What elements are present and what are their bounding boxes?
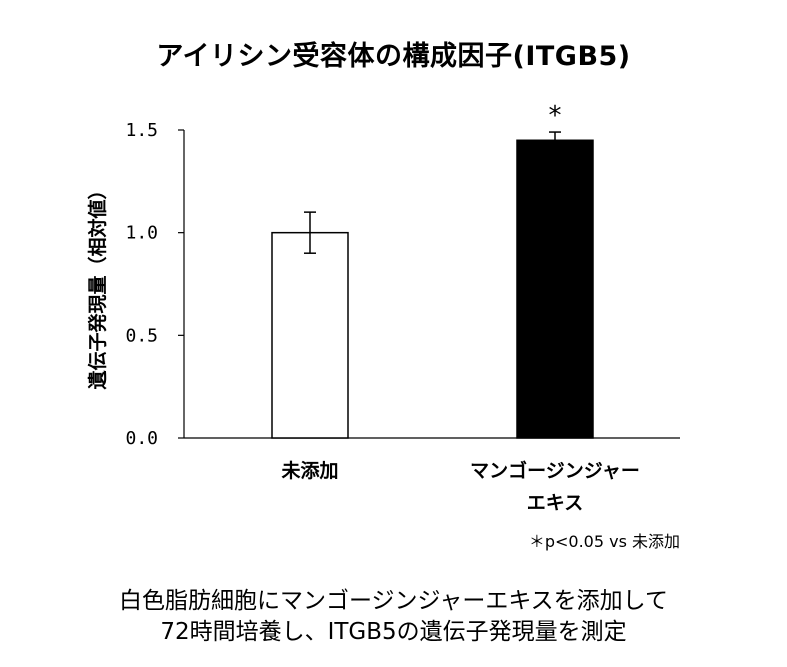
caption-line-1: 白色脂肪細胞にマンゴージンジャーエキスを添加して [118, 588, 668, 614]
bar [516, 139, 594, 439]
y-tick-label: 1.0 [125, 223, 158, 244]
y-tick-label: 0.5 [125, 325, 158, 346]
significance-note: ＊p<0.05 vs 未添加 [529, 532, 680, 551]
bar-chart: 0.0 0.5 1.0 1.5 遺伝子発現量（相対値） 未添加 * マンゴージンジャーエキス ＊… [86, 101, 680, 551]
y-axis-label: 遺伝子発現量（相対値） [86, 180, 109, 389]
significance-mark: * [549, 101, 562, 131]
x-category-label: 未添加 [280, 459, 338, 482]
x-category-label: エキス [527, 492, 583, 514]
chart-title: アイリシン受容体の構成因子(ITGB5) [156, 41, 631, 72]
y-tick-label: 1.5 [125, 120, 158, 141]
x-category-label: マンゴージンジャー [470, 459, 640, 482]
y-tick-label: 0.0 [125, 428, 158, 449]
bar [271, 231, 349, 439]
caption-line-2: 72時間培養し、ITGB5の遺伝子発現量を測定 [160, 619, 627, 645]
